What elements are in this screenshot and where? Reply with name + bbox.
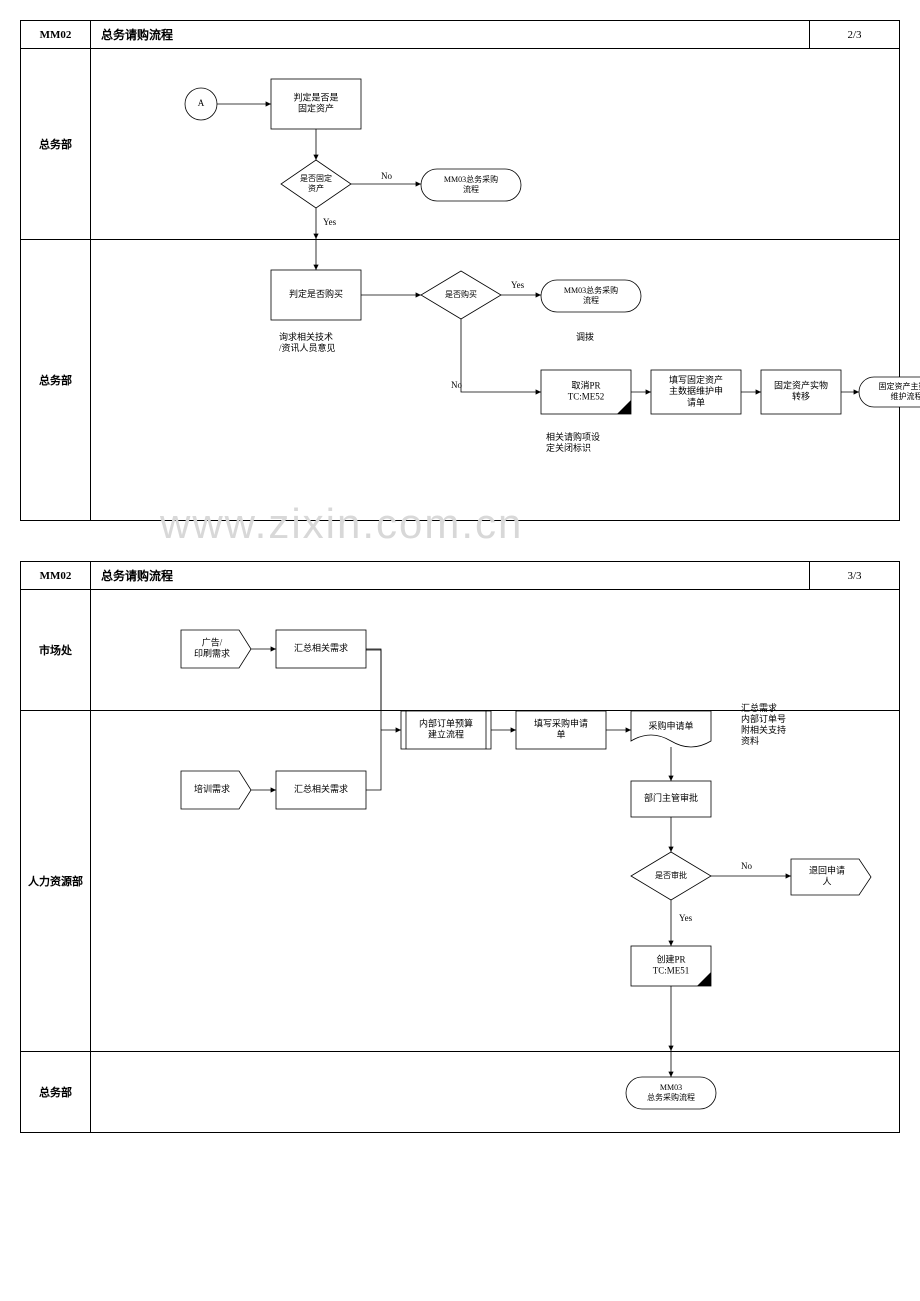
flowchart-page-3: MM02 总务请购流程 3/3 市场处广告/印刷需求汇总相关需求人力资源部NoY… [20,561,900,1133]
swimlane: 人力资源部 No Yes 培训需求 汇总相关需求 内部订单预算建立流程 填写采购申请单 采购申… [21,711,899,1052]
lane-content: Yes No 判定是否购买 是否购买 MM03总务采购流程询求相关技术/资讯人员意见 调拨… [91,240,899,520]
diagram-frame: MM02 总务请购流程 2/3 总务部 No Yes A 判定是否是固定资产是否固定资产… [20,20,900,521]
svg-text:MM03总务采购: MM03总务采购 [444,174,498,184]
diagram-frame: MM02 总务请购流程 3/3 市场处广告/印刷需求汇总相关需求人力资源部NoY… [20,561,900,1133]
swimlane: 总务部 Yes No 判定是否购买 是否购买 MM03总务采购流程询求相关技术/资讯人员意… [21,240,899,520]
svg-text:MM03: MM03 [660,1083,682,1092]
svg-text:TC:ME51: TC:ME51 [653,966,690,976]
svg-text:/资讯人员意见: /资讯人员意见 [279,342,336,353]
svg-text:部门主管审批: 部门主管审批 [644,792,698,803]
svg-text:汇总需求: 汇总需求 [741,702,777,713]
svg-text:询求相关技术: 询求相关技术 [279,331,333,342]
svg-text:A: A [198,98,205,108]
header-title: 总务请购流程 [91,562,809,589]
svg-text:单: 单 [556,729,565,740]
svg-text:Yes: Yes [511,280,525,290]
svg-text:广告/: 广告/ [202,636,223,647]
header-page: 3/3 [809,562,899,589]
lane-label: 总务部 [21,49,91,239]
header-code: MM02 [21,21,91,48]
svg-text:汇总相关需求: 汇总相关需求 [294,642,348,653]
svg-text:资料: 资料 [741,735,759,746]
svg-text:流程: 流程 [463,184,479,194]
svg-text:退回申请: 退回申请 [809,864,845,875]
swimlanes: 总务部NoYesA判定是否是固定资产是否固定资产MM03总务采购流程总务部Yes… [21,49,899,520]
lane-label: 人力资源部 [21,711,91,1051]
swimlane: 总务部 No Yes A 判定是否是固定资产是否固定资产 MM03总务采购流程 [21,49,899,240]
diagram-header: MM02 总务请购流程 3/3 [21,562,899,590]
svg-text:总务采购流程: 总务采购流程 [647,1092,695,1102]
header-page: 2/3 [809,21,899,48]
svg-text:定关闭标识: 定关闭标识 [546,442,591,453]
svg-text:印刷需求: 印刷需求 [194,648,230,659]
svg-text:人: 人 [822,877,831,887]
svg-text:固定资产主数据: 固定资产主数据 [879,381,920,391]
lane-content: No Yes 培训需求 汇总相关需求 内部订单预算建立流程 填写采购申请单 采购申请单部门主… [91,711,899,1051]
swimlane: 总务部MM03总务采购流程 [21,1052,899,1132]
svg-text:填写固定资产: 填写固定资产 [669,374,723,385]
lane-label: 总务部 [21,1052,91,1132]
svg-text:请单: 请单 [687,396,705,407]
lane-content: No Yes A 判定是否是固定资产是否固定资产 MM03总务采购流程 [91,49,899,239]
lane-content: MM03总务采购流程 [91,1052,899,1132]
svg-text:转移: 转移 [792,391,810,402]
svg-text:主数据维护申: 主数据维护申 [669,385,723,396]
svg-text:是否固定: 是否固定 [300,173,332,183]
swimlanes: 市场处广告/印刷需求汇总相关需求人力资源部NoYes培训需求汇总相关需求内部订单… [21,590,899,1132]
svg-text:维护流程: 维护流程 [891,391,920,401]
svg-text:调拨: 调拨 [576,331,594,342]
lane-label: 总务部 [21,240,91,520]
svg-text:流程: 流程 [583,295,599,305]
svg-text:填写采购申请: 填写采购申请 [534,717,588,728]
lane-label: 市场处 [21,590,91,710]
svg-text:资产: 资产 [308,183,324,193]
svg-text:建立流程: 建立流程 [428,729,464,740]
svg-text:是否审批: 是否审批 [655,870,687,880]
svg-text:附相关支持: 附相关支持 [741,724,786,735]
svg-text:判定是否购买: 判定是否购买 [289,288,343,299]
header-code: MM02 [21,562,91,589]
svg-text:No: No [451,380,462,390]
svg-text:判定是否是: 判定是否是 [293,91,338,102]
svg-text:固定资产: 固定资产 [298,103,334,114]
svg-text:Yes: Yes [679,913,693,923]
svg-text:培训需求: 培训需求 [194,783,230,794]
flowchart-page-2: MM02 总务请购流程 2/3 总务部 No Yes A 判定是否是固定资产是否固定资产… [20,20,900,521]
svg-text:No: No [741,861,752,871]
svg-text:Yes: Yes [323,217,337,227]
svg-text:创建PR: 创建PR [656,953,685,964]
svg-text:固定资产实物: 固定资产实物 [774,379,828,390]
svg-text:汇总相关需求: 汇总相关需求 [294,783,348,794]
lane-content: 广告/印刷需求 汇总相关需求 [91,590,899,710]
svg-text:MM03总务采购: MM03总务采购 [564,285,618,295]
svg-text:相关请购项设: 相关请购项设 [546,431,600,442]
svg-text:内部订单预算: 内部订单预算 [419,717,473,728]
svg-text:内部订单号: 内部订单号 [741,713,786,724]
svg-text:TC:ME52: TC:ME52 [568,392,605,402]
header-title: 总务请购流程 [91,21,809,48]
svg-text:取消PR: 取消PR [571,379,600,390]
swimlane: 市场处 广告/印刷需求 汇总相关需求 [21,590,899,711]
diagram-header: MM02 总务请购流程 2/3 [21,21,899,49]
svg-text:采购申请单: 采购申请单 [648,720,693,731]
svg-text:是否购买: 是否购买 [445,289,477,299]
svg-text:No: No [381,171,392,181]
